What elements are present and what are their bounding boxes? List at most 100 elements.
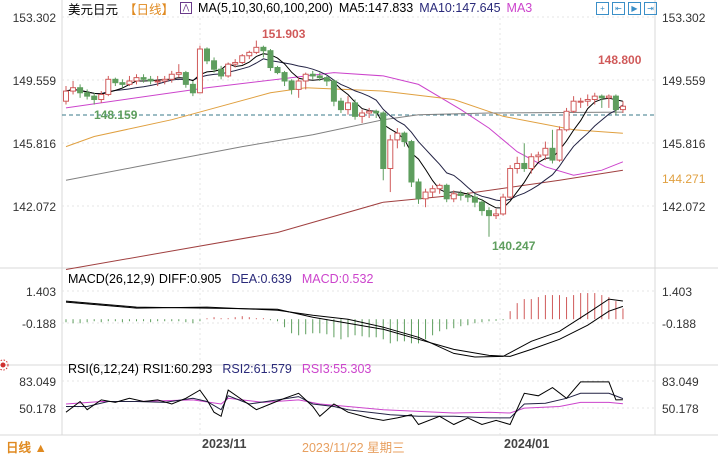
candle xyxy=(352,99,359,120)
candle xyxy=(605,94,612,108)
right-axis-label: 153.302 xyxy=(662,11,706,25)
ma-lines xyxy=(65,53,624,270)
high-annotation: 151.903 xyxy=(262,27,306,41)
rsi1-value: RSI1:60.293 xyxy=(142,362,213,376)
candle xyxy=(577,97,584,108)
candle-body xyxy=(500,196,507,215)
candle-body xyxy=(415,181,422,200)
candle-body xyxy=(521,162,528,170)
left-axis-label: 149.559 xyxy=(13,74,57,88)
candle xyxy=(366,107,373,119)
candle-body xyxy=(218,68,225,77)
candle-body xyxy=(309,73,316,77)
candle-body xyxy=(556,129,563,161)
candle-body xyxy=(422,191,429,200)
candle-body xyxy=(302,73,309,82)
ma10-value: MA10:147.645 xyxy=(419,1,501,15)
macd-value: MACD:0.532 xyxy=(301,272,374,286)
candle-body xyxy=(126,80,133,85)
candle-body xyxy=(619,105,626,111)
candle-body xyxy=(246,51,253,57)
jump-start-icon[interactable]: ⇤ xyxy=(612,2,625,15)
macd-axis-label: -0.188 xyxy=(662,317,696,331)
rsi3-line xyxy=(65,397,623,414)
rsi-axis-label: 83.049 xyxy=(662,375,699,389)
candles xyxy=(63,40,626,237)
rsi-axis-label: 83.049 xyxy=(19,375,56,389)
candle xyxy=(77,84,84,98)
ma-params[interactable]: MA(5,10,30,60,100,200) xyxy=(198,1,333,15)
candle-body xyxy=(394,132,401,141)
candle xyxy=(302,72,309,90)
right-axis-label: 142.072 xyxy=(662,200,706,214)
candle xyxy=(500,193,507,216)
candle xyxy=(457,190,464,201)
period-label[interactable]: 【日线】 xyxy=(124,2,175,17)
candle xyxy=(91,92,98,105)
candle-body xyxy=(175,72,182,75)
candle xyxy=(161,75,168,85)
candle-body xyxy=(563,110,570,131)
candle xyxy=(112,77,119,87)
candle-body xyxy=(330,80,337,102)
ma-chart-icon[interactable]: ⋀ xyxy=(180,2,193,14)
candle-body xyxy=(542,147,549,156)
candle-body xyxy=(464,194,471,198)
candle-body xyxy=(239,55,246,63)
candle xyxy=(309,70,316,80)
candle xyxy=(133,74,140,85)
candle xyxy=(70,80,77,95)
candle-body xyxy=(380,112,387,170)
left-axis-label: 153.302 xyxy=(13,11,57,25)
left-axis-label: 145.816 xyxy=(13,137,57,151)
period-switch-button[interactable]: 日线 ▲ xyxy=(6,441,47,455)
candle xyxy=(316,72,323,81)
crosshair-icon[interactable]: + xyxy=(596,2,609,15)
candle-body xyxy=(189,83,196,94)
candle xyxy=(218,65,225,80)
last-price-annotation: 148.159 xyxy=(94,108,138,122)
candle-body xyxy=(316,75,323,79)
candle-body xyxy=(154,80,161,83)
candle xyxy=(204,47,210,65)
candle-body xyxy=(84,92,91,97)
candle xyxy=(246,50,253,60)
candle-body xyxy=(486,210,492,217)
candle-body xyxy=(323,77,330,82)
settings-sun-icon[interactable] xyxy=(0,359,9,371)
candle-body xyxy=(514,162,521,170)
candle xyxy=(535,151,542,162)
candle xyxy=(493,208,500,219)
candle xyxy=(330,79,337,107)
candle-body xyxy=(253,46,260,53)
candle xyxy=(380,111,387,181)
candle xyxy=(154,75,161,87)
candle xyxy=(507,165,514,199)
candle-body xyxy=(204,48,210,62)
candle xyxy=(239,54,246,65)
candle-body xyxy=(295,80,302,90)
x-tick-label: 2023/11 xyxy=(202,437,247,451)
candle-body xyxy=(119,82,126,85)
candle xyxy=(486,207,492,237)
candle xyxy=(563,107,570,132)
candle xyxy=(373,109,380,119)
candle xyxy=(140,74,147,83)
candle-body xyxy=(211,60,218,70)
candle xyxy=(295,77,302,98)
candle xyxy=(556,126,563,162)
candle xyxy=(429,185,436,198)
rsi-axis-label: 50.178 xyxy=(19,402,56,416)
candle xyxy=(471,193,478,208)
candle-body xyxy=(345,102,351,111)
macd-dea: DEA:0.639 xyxy=(231,272,292,286)
candle-body xyxy=(605,95,612,99)
candle-body xyxy=(168,73,175,80)
candle xyxy=(84,89,91,100)
exit-icon[interactable]: ⇥ xyxy=(644,2,657,15)
candle xyxy=(288,79,295,95)
play-icon[interactable]: ▶ xyxy=(628,2,641,15)
candle-body xyxy=(112,78,119,84)
candle-body xyxy=(77,87,84,94)
